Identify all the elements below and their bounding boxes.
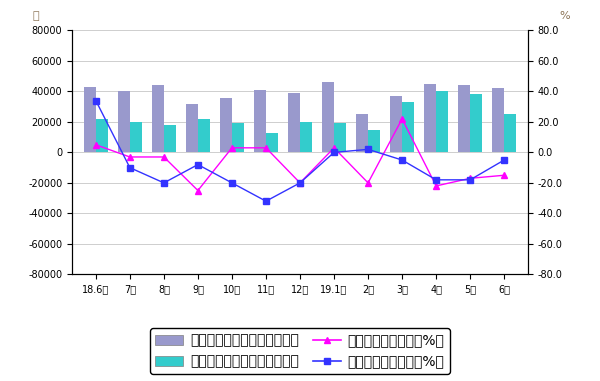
Bar	[254, 90, 266, 152]
金属成形机床同比（%）	[467, 178, 474, 182]
金属切削机床同比（%）	[500, 173, 508, 178]
Bar	[130, 122, 142, 152]
Bar	[152, 85, 164, 152]
Bar	[232, 123, 244, 152]
金属成形机床同比（%）	[160, 181, 167, 185]
金属成形机床同比（%）	[398, 158, 406, 162]
Bar	[402, 102, 414, 152]
Bar	[288, 93, 300, 152]
Bar	[390, 96, 402, 152]
Bar	[356, 114, 368, 152]
金属成形机床同比（%）	[296, 181, 304, 185]
Bar	[334, 123, 346, 152]
Bar	[436, 91, 448, 152]
金属成形机床同比（%）	[262, 199, 269, 203]
金属成形机床同比（%）	[194, 162, 202, 167]
Bar	[220, 98, 232, 152]
金属成形机床同比（%）	[126, 165, 133, 170]
金属切削机床同比（%）	[126, 155, 133, 159]
金属切削机床同比（%）	[262, 146, 269, 150]
金属切削机床同比（%）	[229, 146, 236, 150]
金属切削机床同比（%）	[194, 188, 202, 193]
Bar	[458, 85, 470, 152]
Bar	[266, 133, 278, 152]
Bar	[84, 87, 96, 152]
Legend: 金属切削机床月度产量（台）, 金属成形机床月度产量（台）, 金属切削机床同比（%）, 金属成形机床同比（%）: 金属切削机床月度产量（台）, 金属成形机床月度产量（台）, 金属切削机床同比（%…	[150, 328, 450, 374]
Line: 金属成形机床同比（%）: 金属成形机床同比（%）	[93, 98, 507, 204]
Bar	[368, 130, 380, 152]
金属切削机床同比（%）	[364, 181, 371, 185]
Bar	[504, 114, 516, 152]
金属切削机床同比（%）	[296, 181, 304, 185]
Bar	[186, 104, 198, 152]
金属切削机床同比（%）	[398, 117, 406, 121]
金属切削机床同比（%）	[331, 146, 338, 150]
金属成形机床同比（%）	[364, 147, 371, 152]
金属切削机床同比（%）	[433, 184, 440, 188]
金属切削机床同比（%）	[467, 176, 474, 181]
Line: 金属切削机床同比（%）: 金属切削机床同比（%）	[93, 116, 507, 193]
Bar	[118, 91, 130, 152]
金属成形机床同比（%）	[92, 98, 100, 103]
Bar	[300, 122, 312, 152]
金属成形机床同比（%）	[229, 181, 236, 185]
Text: 台: 台	[32, 11, 39, 21]
Bar	[198, 119, 210, 152]
金属切削机床同比（%）	[160, 155, 167, 159]
金属切削机床同比（%）	[92, 142, 100, 147]
Bar	[424, 84, 436, 152]
Bar	[96, 119, 108, 152]
Text: %: %	[559, 11, 570, 21]
金属成形机床同比（%）	[500, 158, 508, 162]
金属成形机床同比（%）	[331, 150, 338, 155]
Bar	[322, 82, 334, 152]
金属成形机床同比（%）	[433, 178, 440, 182]
Bar	[164, 125, 176, 152]
Bar	[492, 88, 504, 152]
Bar	[470, 94, 482, 152]
